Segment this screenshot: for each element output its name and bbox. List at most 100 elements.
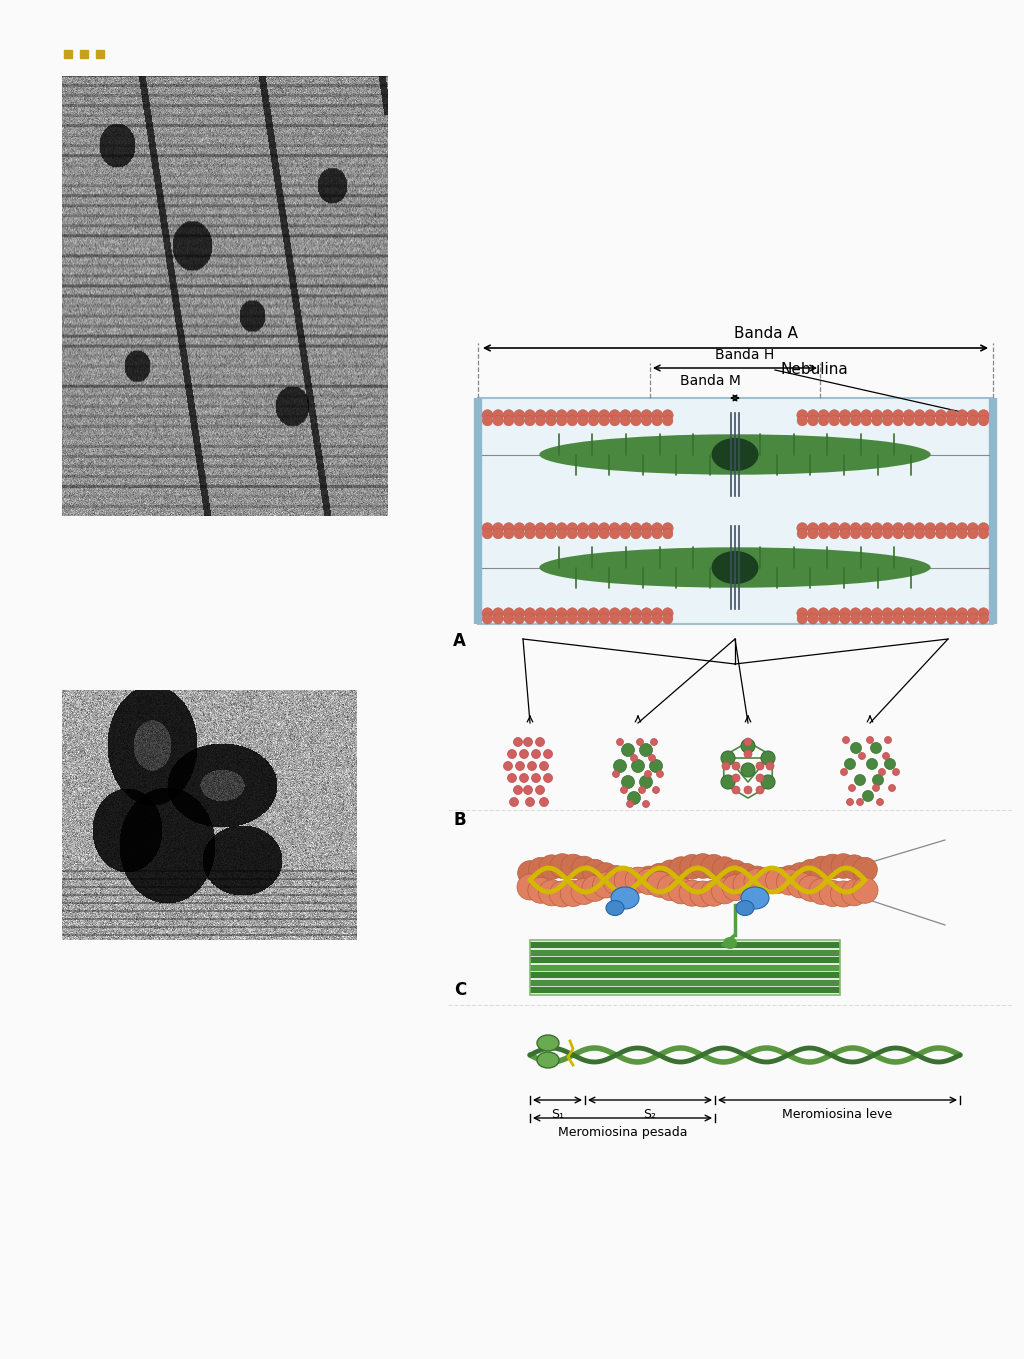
Circle shape xyxy=(493,523,504,534)
Circle shape xyxy=(935,409,946,421)
Circle shape xyxy=(840,523,851,534)
Circle shape xyxy=(840,529,850,540)
Circle shape xyxy=(797,416,808,425)
Circle shape xyxy=(831,853,856,878)
Circle shape xyxy=(818,416,828,425)
Circle shape xyxy=(872,784,880,791)
Circle shape xyxy=(637,738,643,746)
Text: Banda H: Banda H xyxy=(716,348,774,361)
Circle shape xyxy=(550,881,575,906)
Text: S₂: S₂ xyxy=(643,1108,656,1121)
Circle shape xyxy=(925,523,936,534)
Circle shape xyxy=(721,775,735,790)
Circle shape xyxy=(524,523,536,534)
Circle shape xyxy=(567,529,578,540)
Circle shape xyxy=(936,416,946,425)
Circle shape xyxy=(588,416,599,425)
Circle shape xyxy=(567,416,578,425)
Circle shape xyxy=(663,529,673,540)
Circle shape xyxy=(593,863,618,887)
Circle shape xyxy=(809,878,835,905)
Circle shape xyxy=(893,409,904,421)
Circle shape xyxy=(808,607,818,618)
Circle shape xyxy=(866,737,873,743)
Circle shape xyxy=(797,523,808,534)
Circle shape xyxy=(787,872,813,898)
Circle shape xyxy=(518,860,543,885)
Circle shape xyxy=(663,416,673,425)
Circle shape xyxy=(493,529,504,540)
Circle shape xyxy=(680,855,705,879)
Circle shape xyxy=(658,860,683,885)
Circle shape xyxy=(840,409,851,421)
Circle shape xyxy=(508,773,516,783)
Circle shape xyxy=(741,762,755,777)
Circle shape xyxy=(936,613,946,624)
Circle shape xyxy=(755,867,780,893)
Circle shape xyxy=(593,872,618,898)
Circle shape xyxy=(599,607,609,618)
Circle shape xyxy=(631,523,641,534)
Circle shape xyxy=(614,867,640,892)
Circle shape xyxy=(756,775,764,781)
Circle shape xyxy=(536,529,546,540)
Circle shape xyxy=(946,523,957,534)
Circle shape xyxy=(523,786,532,795)
Circle shape xyxy=(631,754,638,761)
Circle shape xyxy=(946,409,957,421)
Text: A: A xyxy=(454,632,466,650)
Circle shape xyxy=(850,529,861,540)
Circle shape xyxy=(851,742,861,753)
Circle shape xyxy=(946,529,956,540)
Circle shape xyxy=(861,607,871,618)
Circle shape xyxy=(503,523,514,534)
Circle shape xyxy=(925,416,936,425)
Circle shape xyxy=(546,409,557,421)
Circle shape xyxy=(524,613,536,624)
Circle shape xyxy=(514,409,524,421)
Circle shape xyxy=(882,523,893,534)
Circle shape xyxy=(883,613,893,624)
Circle shape xyxy=(546,523,557,534)
Circle shape xyxy=(903,607,914,618)
Text: S₁: S₁ xyxy=(551,1108,564,1121)
Circle shape xyxy=(893,416,903,425)
Circle shape xyxy=(504,613,514,624)
Circle shape xyxy=(531,773,541,783)
Circle shape xyxy=(882,607,893,618)
Circle shape xyxy=(482,529,493,540)
Circle shape xyxy=(879,768,886,776)
Circle shape xyxy=(588,613,599,624)
Ellipse shape xyxy=(540,435,931,474)
Circle shape xyxy=(722,875,749,901)
Circle shape xyxy=(514,416,524,425)
Circle shape xyxy=(482,607,493,618)
Bar xyxy=(478,398,993,624)
Circle shape xyxy=(914,607,925,618)
Circle shape xyxy=(903,409,914,421)
Circle shape xyxy=(544,773,553,783)
Circle shape xyxy=(527,878,554,904)
Circle shape xyxy=(871,416,882,425)
Circle shape xyxy=(861,416,871,425)
Circle shape xyxy=(893,607,904,618)
Circle shape xyxy=(840,607,851,618)
Circle shape xyxy=(609,523,621,534)
Circle shape xyxy=(732,762,740,771)
Circle shape xyxy=(556,529,567,540)
Circle shape xyxy=(679,881,706,906)
Circle shape xyxy=(639,787,645,794)
Circle shape xyxy=(621,787,628,794)
Circle shape xyxy=(903,416,914,425)
Circle shape xyxy=(877,799,884,806)
Circle shape xyxy=(519,773,528,783)
Circle shape xyxy=(517,874,543,900)
Text: C: C xyxy=(454,981,466,999)
Ellipse shape xyxy=(537,1036,559,1051)
Circle shape xyxy=(808,416,818,425)
Circle shape xyxy=(797,607,808,618)
Ellipse shape xyxy=(611,887,639,909)
Circle shape xyxy=(539,879,564,906)
Circle shape xyxy=(524,607,536,618)
Circle shape xyxy=(625,867,651,893)
